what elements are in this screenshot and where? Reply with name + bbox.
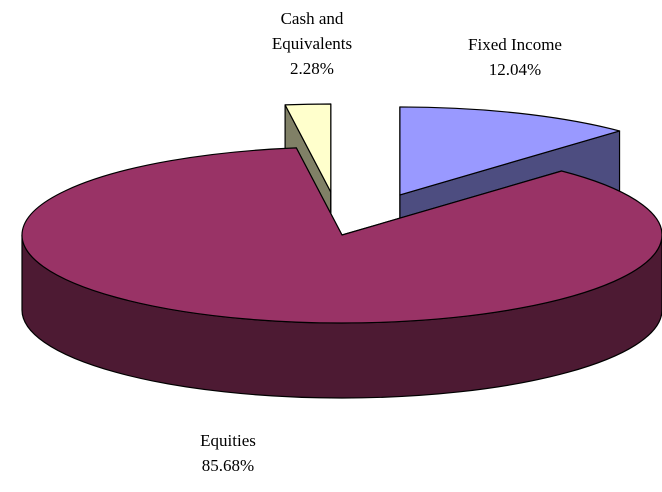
category-label: Cash and Equivalents bbox=[271, 9, 353, 53]
category-label: Fixed Income bbox=[468, 35, 562, 54]
slice bbox=[399, 106, 621, 196]
slice bbox=[284, 103, 332, 193]
category-label: Equities bbox=[200, 431, 256, 450]
slice-label: Cash and Equivalents 2.28% bbox=[252, 6, 372, 81]
value-label: 85.68% bbox=[201, 456, 255, 475]
slice bbox=[21, 147, 662, 324]
slice-label: Fixed Income 12.04% bbox=[440, 32, 590, 82]
value-label: 12.04% bbox=[488, 60, 542, 79]
slice-label: Equities 85.68% bbox=[153, 428, 303, 478]
value-label: 2.28% bbox=[290, 59, 334, 78]
